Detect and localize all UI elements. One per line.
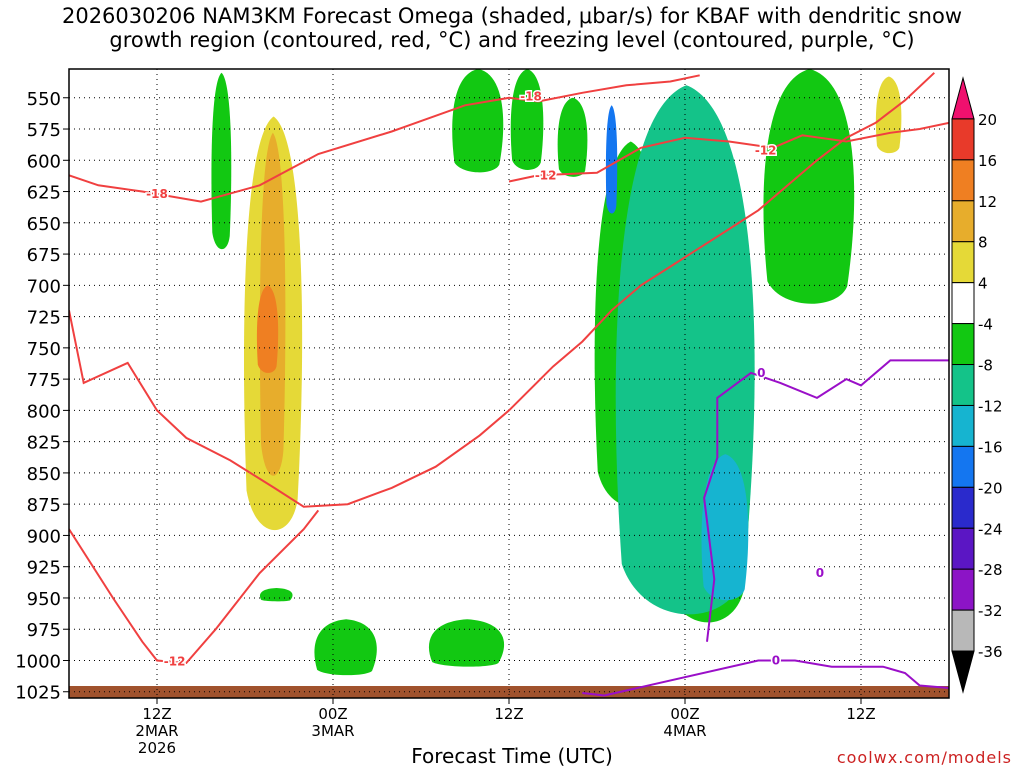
x-tick-label-6-1: 2MAR <box>135 722 178 740</box>
y-tick-label-1000: 1000 <box>15 651 61 672</box>
y-tick-label-600: 600 <box>27 151 61 172</box>
colorbar-box-6 <box>951 323 975 366</box>
colorbar-label-10: -24 <box>978 520 1003 538</box>
x-tick-label-18-0: 00Z <box>318 705 347 723</box>
x-tick-label-42-1: 4MAR <box>663 722 706 740</box>
y-tick-label-900: 900 <box>27 526 61 547</box>
x-tick-label-6-0: 12Z <box>142 705 171 723</box>
y-tick-label-650: 650 <box>27 214 61 235</box>
chart-title: 2026030206 NAM3KM Forecast Omega (shaded… <box>61 4 963 52</box>
x-tick-label-30-0: 12Z <box>494 705 523 723</box>
rising-omega-shade-5 <box>256 285 279 373</box>
y-tick-label-1025: 1025 <box>15 683 61 704</box>
dgz-contour-0 <box>69 74 700 203</box>
contour-label-6: 0 <box>772 653 780 667</box>
sinking-omega-shade-21 <box>314 619 377 676</box>
colorbar-label-13: -36 <box>978 643 1003 661</box>
x-tick-label-54-0: 12Z <box>846 705 875 723</box>
contour-label-3: -12 <box>755 143 777 157</box>
colorbar-box-7 <box>951 364 975 406</box>
sinking-omega-shade-20 <box>259 587 293 602</box>
colorbar-label-2: 12 <box>978 193 997 211</box>
y-tick-label-850: 850 <box>27 464 61 485</box>
contour-label-0: -18 <box>146 187 168 201</box>
colorbar-label-8: -16 <box>978 438 1003 456</box>
y-tick-label-725: 725 <box>27 308 61 329</box>
colorbar-label-12: -32 <box>978 602 1003 620</box>
colorbar-box-4 <box>951 241 975 284</box>
dgz-contour-2 <box>508 121 949 183</box>
sinking-omega-shade-18 <box>605 105 618 214</box>
rising-omega-shade-9 <box>869 420 892 533</box>
colorbar-label-3: 8 <box>978 234 988 252</box>
colorbar-box-5 <box>951 282 975 325</box>
colorbar-label-1: 16 <box>978 152 997 170</box>
site-credit: coolwx.com/models <box>836 748 1012 767</box>
colorbar-label-4: 4 <box>978 275 988 293</box>
sinking-omega-shade-13 <box>557 97 588 177</box>
colorbar-label-9: -20 <box>978 479 1003 497</box>
y-tick-label-775: 775 <box>27 370 61 391</box>
rising-omega-shade-1 <box>76 604 113 659</box>
sinking-omega-shade-10 <box>211 72 232 250</box>
y-tick-label-950: 950 <box>27 589 61 610</box>
y-tick-label-625: 625 <box>27 183 61 204</box>
x-tick-label-42-0: 00Z <box>670 705 699 723</box>
y-tick-label-550: 550 <box>27 89 61 110</box>
x-tick-label-18-1: 3MAR <box>311 722 354 740</box>
colorbar-label-0: 20 <box>978 111 997 129</box>
x-axis-title: Forecast Time (UTC) <box>411 744 613 768</box>
y-tick-label-925: 925 <box>27 558 61 579</box>
y-tick-label-675: 675 <box>27 245 61 266</box>
colorbar-box-8 <box>951 404 975 447</box>
colorbar-box-3 <box>951 200 975 243</box>
colorbar-label-6: -8 <box>978 357 993 375</box>
dgz-contour-3 <box>69 509 320 665</box>
y-tick-label-750: 750 <box>27 339 61 360</box>
dgz-contour-1 <box>69 72 935 508</box>
y-tick-label-800: 800 <box>27 401 61 422</box>
colorbar-label-5: -4 <box>978 316 993 334</box>
contour-label-7: 0 <box>816 566 824 580</box>
sinking-omega-shade-12 <box>510 69 544 170</box>
sinking-omega-shade-11 <box>452 69 504 173</box>
colorbar-box-9 <box>951 445 975 488</box>
plot-area: -18 -18 -12 -12 -12 0 0 0 <box>69 69 949 698</box>
contour-label-2: -12 <box>535 168 557 182</box>
freezing-level-contour-5 <box>582 659 949 697</box>
colorbar-top-arrow <box>951 76 975 120</box>
y-tick-label-875: 875 <box>27 495 61 516</box>
y-tick-label-575: 575 <box>27 120 61 141</box>
sinking-omega-shade-19 <box>763 69 855 304</box>
colorbar-bottom-arrow <box>951 650 975 694</box>
colorbar-box-13 <box>951 609 975 652</box>
y-tick-label-975: 975 <box>27 620 61 641</box>
freezing-level-contour-4 <box>703 359 949 642</box>
rising-omega-shade-0 <box>75 69 127 359</box>
colorbar-box-2 <box>951 159 975 202</box>
contour-label-1: -18 <box>520 90 542 104</box>
colorbar-box-11 <box>951 527 975 570</box>
colorbar-label-11: -28 <box>978 561 1003 579</box>
sinking-omega-shade-22 <box>428 619 505 667</box>
x-tick-label-6-2: 2026 <box>138 739 176 757</box>
y-tick-label-700: 700 <box>27 276 61 297</box>
colorbar-box-10 <box>951 486 975 529</box>
y-tick-label-825: 825 <box>27 433 61 454</box>
contour-label-4: -12 <box>164 655 186 669</box>
colorbar-box-12 <box>951 568 975 611</box>
colorbar-box-1 <box>951 118 975 161</box>
contour-label-5: 0 <box>757 366 765 380</box>
colorbar-label-7: -12 <box>978 397 1003 415</box>
